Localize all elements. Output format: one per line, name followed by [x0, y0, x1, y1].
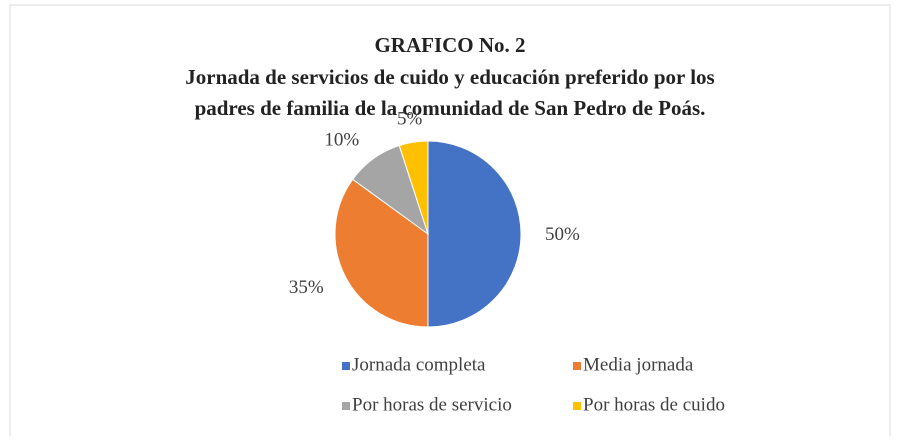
chart-subtitle: Jornada de servicios de cuido y educació…	[185, 65, 714, 89]
pie-slice	[334, 178, 429, 328]
data-label: 50%	[545, 224, 580, 245]
legend-label: Media jornada	[583, 354, 694, 375]
legend-swatch	[342, 402, 350, 410]
chart-title: GRAFICO No. 2	[374, 33, 525, 57]
legend-label: Por horas de servicio	[352, 394, 512, 415]
legend-swatch	[573, 402, 581, 410]
data-label: 5%	[397, 108, 423, 129]
legend-label: Por horas de cuido	[583, 394, 725, 415]
legend-swatch	[342, 362, 350, 370]
pie-slice	[427, 140, 522, 328]
chart-subtitle: padres de familia de la comunidad de San…	[195, 96, 706, 120]
legend-label: Jornada completa	[352, 354, 486, 375]
data-label: 10%	[324, 129, 359, 150]
pie-slice	[398, 140, 429, 235]
legend-swatch	[573, 362, 581, 370]
data-label: 35%	[289, 277, 324, 298]
